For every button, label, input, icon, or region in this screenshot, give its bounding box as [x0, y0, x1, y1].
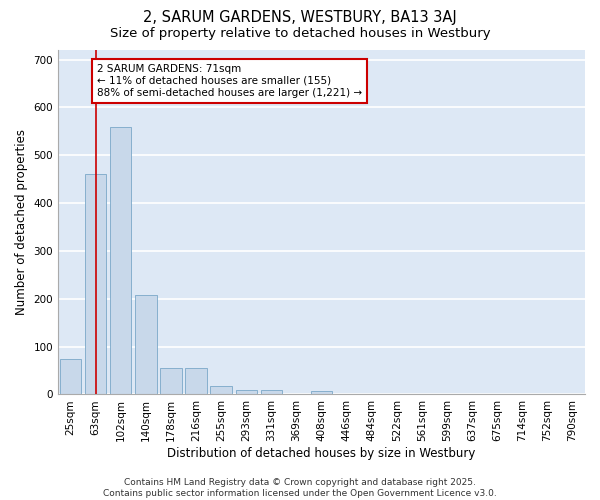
Text: 2 SARUM GARDENS: 71sqm
← 11% of detached houses are smaller (155)
88% of semi-de: 2 SARUM GARDENS: 71sqm ← 11% of detached…	[97, 64, 362, 98]
Bar	[311, 390, 332, 394]
Text: Contains HM Land Registry data © Crown copyright and database right 2025.
Contai: Contains HM Land Registry data © Crown c…	[103, 478, 497, 498]
Text: 2, SARUM GARDENS, WESTBURY, BA13 3AJ: 2, SARUM GARDENS, WESTBURY, BA13 3AJ	[143, 10, 457, 25]
Bar	[236, 390, 257, 394]
Bar	[260, 390, 282, 394]
Bar	[110, 126, 131, 394]
Text: Size of property relative to detached houses in Westbury: Size of property relative to detached ho…	[110, 28, 490, 40]
Bar	[185, 368, 207, 394]
Bar	[211, 386, 232, 394]
Bar	[135, 296, 157, 394]
Y-axis label: Number of detached properties: Number of detached properties	[15, 129, 28, 315]
X-axis label: Distribution of detached houses by size in Westbury: Distribution of detached houses by size …	[167, 447, 476, 460]
Bar	[60, 358, 81, 394]
Bar	[85, 174, 106, 394]
Bar	[160, 368, 182, 394]
